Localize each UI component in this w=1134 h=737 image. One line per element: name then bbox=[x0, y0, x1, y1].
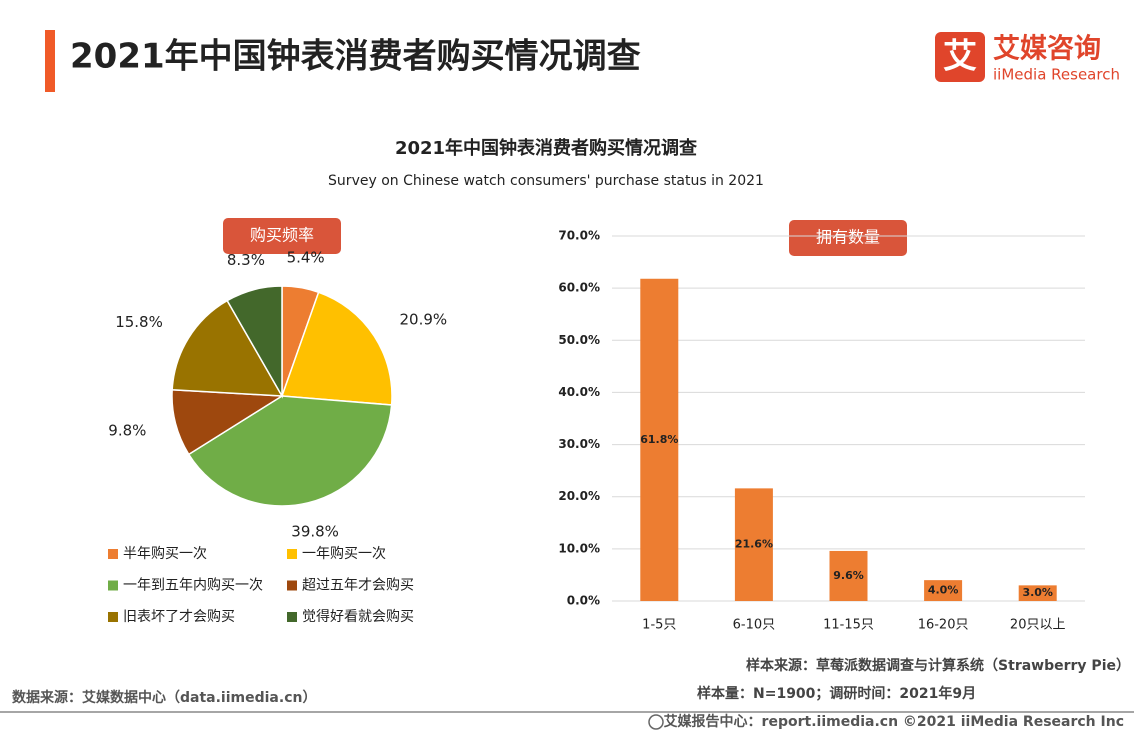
pie-slice bbox=[280, 291, 393, 406]
chart-title: 2021年中国钟表消费者购买情况调查 bbox=[395, 137, 697, 159]
x-tick-label: 6-10只 bbox=[733, 618, 776, 633]
logo-mark-bg bbox=[935, 32, 985, 82]
slice-label: 9.8% bbox=[108, 421, 146, 439]
legend-label: 一年到五年内购买一次 bbox=[123, 578, 263, 594]
panel-title-bg bbox=[789, 220, 907, 256]
legend-label: 一年购买一次 bbox=[302, 546, 386, 562]
x-tick-label: 1-5只 bbox=[642, 618, 676, 633]
bar bbox=[924, 580, 963, 601]
y-tick-label: 70.0% bbox=[558, 229, 600, 243]
bar-value-label: 9.6% bbox=[833, 569, 864, 582]
legend-label: 旧表坏了才会购买 bbox=[123, 609, 235, 625]
y-tick-label: 0.0% bbox=[567, 594, 600, 608]
legend-label: 半年购买一次 bbox=[123, 546, 207, 562]
panel-title: 购买频率 bbox=[250, 226, 314, 245]
y-tick-label: 20.0% bbox=[558, 489, 600, 503]
x-tick-label: 11-15只 bbox=[823, 618, 874, 633]
logo-cn: 艾媒咨询 bbox=[993, 33, 1101, 65]
sample-source: 样本来源：草莓派数据调查与计算系统（Strawberry Pie） bbox=[746, 657, 1130, 674]
data-source: 数据来源：艾媒数据中心（data.iimedia.cn） bbox=[12, 689, 316, 706]
panel-title: 拥有数量 bbox=[816, 228, 880, 247]
bar bbox=[734, 488, 773, 601]
legend-swatch bbox=[108, 612, 118, 622]
legend-swatch bbox=[287, 549, 297, 559]
legend-swatch bbox=[108, 549, 118, 559]
bar-value-label: 4.0% bbox=[928, 584, 959, 597]
legend-label: 觉得好看就会购买 bbox=[302, 608, 414, 625]
slice-label: 8.3% bbox=[227, 251, 265, 269]
title-accent bbox=[45, 30, 55, 92]
y-tick-label: 40.0% bbox=[558, 385, 600, 399]
pie-slice bbox=[171, 299, 284, 397]
y-tick-label: 50.0% bbox=[558, 333, 600, 347]
slice-label: 20.9% bbox=[399, 310, 447, 328]
y-tick-label: 10.0% bbox=[558, 541, 600, 555]
bar-value-label: 21.6% bbox=[735, 538, 773, 551]
slice-label: 39.8% bbox=[291, 523, 339, 541]
bar-value-label: 3.0% bbox=[1022, 586, 1053, 599]
bar-value-label: 61.8% bbox=[640, 433, 678, 446]
pie-slice bbox=[226, 285, 283, 399]
panel-title-bg bbox=[223, 218, 341, 254]
y-tick-label: 30.0% bbox=[558, 437, 600, 451]
legend-swatch bbox=[287, 580, 297, 591]
copyright: 艾媒报告中心：report.iimedia.cn ©2021 iiMedia R… bbox=[664, 713, 1124, 730]
legend-label: 超过五年才会购买 bbox=[302, 578, 414, 594]
pie-slice bbox=[187, 395, 393, 507]
bar bbox=[829, 550, 868, 601]
globe-icon bbox=[648, 714, 664, 730]
logo-mark: 艾 bbox=[943, 37, 977, 77]
x-tick-label: 20只以上 bbox=[1010, 618, 1066, 633]
slice-label: 15.8% bbox=[115, 313, 163, 331]
bar bbox=[640, 278, 679, 601]
logo-en: iiMedia Research bbox=[993, 66, 1120, 84]
sample-size: 样本量：N=1900；调研时间：2021年9月 bbox=[697, 685, 976, 702]
y-tick-label: 60.0% bbox=[558, 281, 600, 295]
bar bbox=[1018, 585, 1057, 601]
x-tick-label: 16-20只 bbox=[918, 618, 969, 633]
legend-swatch bbox=[287, 612, 297, 622]
slice-label: 5.4% bbox=[287, 249, 325, 267]
chart-subtitle: Survey on Chinese watch consumers' purch… bbox=[328, 173, 764, 189]
page-title: 2021年中国钟表消费者购买情况调查 bbox=[70, 37, 641, 77]
legend-swatch bbox=[108, 580, 118, 591]
